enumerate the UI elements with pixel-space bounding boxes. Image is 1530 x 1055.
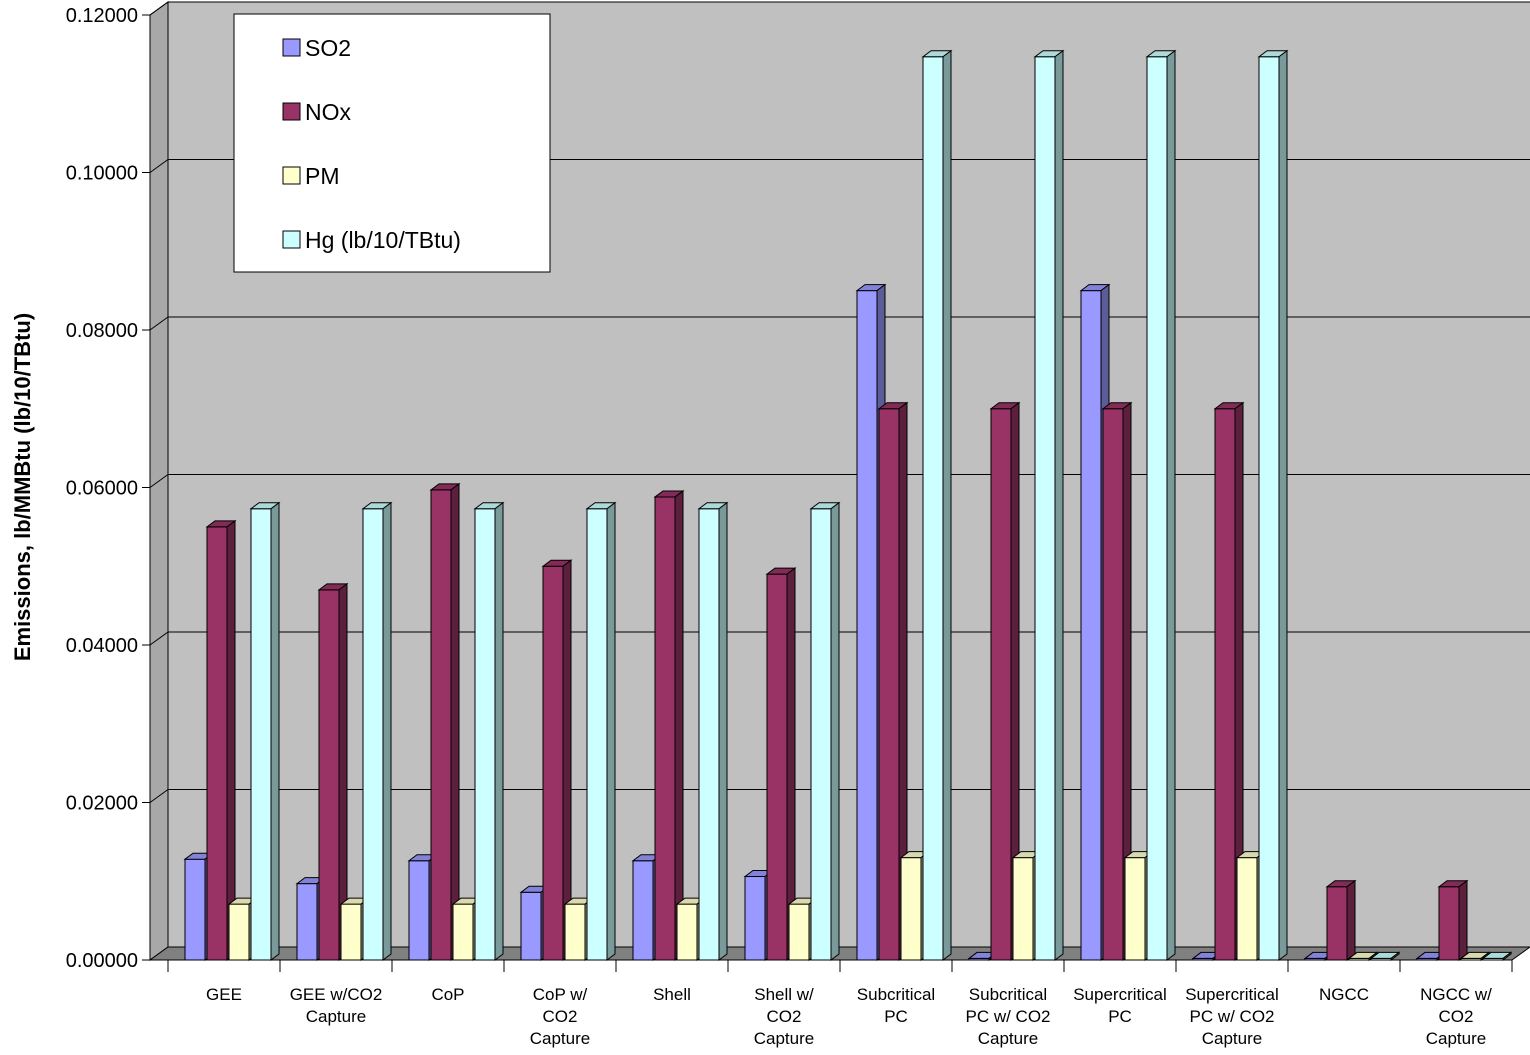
bar-nox	[989, 401, 1021, 961]
legend-swatch	[282, 38, 301, 57]
bar-hg	[473, 501, 505, 961]
gridline-side	[149, 316, 169, 331]
x-tick-label: NGCC w/CO2 Capture	[1420, 985, 1492, 1048]
bar-hg	[697, 501, 729, 961]
legend-item: NOx	[282, 99, 352, 125]
x-tick-label: Subcritical PC	[857, 985, 935, 1026]
legend-swatch	[282, 230, 301, 249]
y-axis-title: Emissions, lb/MMBtu (lb/10/TBtu)	[10, 313, 35, 661]
legend-label: NOx	[305, 99, 352, 125]
bar-hg	[361, 501, 393, 961]
x-tick-label: GEE w/CO2 Capture	[290, 985, 383, 1026]
bar-hg	[585, 501, 617, 961]
y-tick-labels: 0.00000 0.02000 0.04000 0.06000 0.08000 0.100…	[66, 5, 138, 972]
y-tick-label: 0.00000	[66, 950, 138, 972]
x-tick-label: CoP	[431, 985, 464, 1004]
bar-nox	[877, 401, 909, 961]
y-tick-label: 0.02000	[66, 793, 138, 815]
bar-nox	[765, 567, 797, 961]
bar-nox	[1325, 879, 1357, 961]
bar-hg	[1481, 951, 1513, 961]
bar-hg	[1257, 49, 1289, 961]
x-tick-label: Subcritical PC w/ CO2 Capture	[965, 985, 1050, 1048]
bar-nox	[1437, 879, 1469, 961]
legend-box	[233, 13, 551, 273]
legend-swatch	[282, 102, 301, 121]
bar-nox	[1101, 401, 1133, 961]
gridline-side	[149, 474, 169, 488]
bar-hg	[809, 501, 841, 961]
bar-nox	[317, 582, 349, 961]
legend: SO2 NOx PM Hg (lb/10/TBtu)	[233, 13, 551, 273]
x-tick-label: NGCC	[1319, 985, 1369, 1004]
bar-hg	[1369, 951, 1401, 961]
legend-label: PM	[305, 163, 340, 189]
gridline-side	[149, 159, 169, 173]
gridline-side	[149, 1, 169, 16]
bar-nox	[541, 559, 573, 961]
legend-item: Hg (lb/10/TBtu)	[282, 227, 461, 253]
y-tick-label: 0.08000	[66, 320, 138, 342]
gridline-side	[149, 789, 169, 803]
y-tick-label: 0.10000	[66, 163, 138, 185]
x-tick-label: Shell w/CO2 Capture	[754, 985, 814, 1048]
bar-hg	[249, 501, 281, 961]
x-tick-label: GEE	[206, 985, 242, 1004]
legend-item: PM	[282, 163, 340, 189]
y-tick-label: 0.06000	[66, 478, 138, 500]
x-tick-labels: GEE GEE w/CO2 Capture CoP CoP w/CO2 Capture Sh…	[206, 985, 1492, 1048]
x-tick-label: Shell	[653, 985, 691, 1004]
legend-label: SO2	[305, 35, 351, 61]
legend-swatch	[282, 166, 301, 185]
y-tick-label: 0.04000	[66, 635, 138, 657]
bar-nox	[653, 489, 685, 961]
x-tick-label: Supercritical PC w/ CO2 Capture	[1185, 985, 1279, 1048]
bar-hg	[1033, 49, 1065, 961]
bars	[183, 49, 1513, 961]
legend-label: Hg (lb/10/TBtu)	[305, 227, 461, 253]
bar-hg	[921, 49, 953, 961]
bar-nox	[205, 519, 237, 961]
gridline-side	[149, 631, 169, 646]
y-tick-label: 0.12000	[66, 5, 138, 27]
legend-item: SO2	[282, 35, 351, 61]
x-tick-label: CoP w/CO2 Capture	[530, 985, 590, 1048]
x-tick-label: Supercritical PC	[1073, 985, 1167, 1026]
bar-pm	[1347, 951, 1379, 961]
bar-hg	[1145, 49, 1177, 961]
bar-nox	[429, 482, 461, 961]
